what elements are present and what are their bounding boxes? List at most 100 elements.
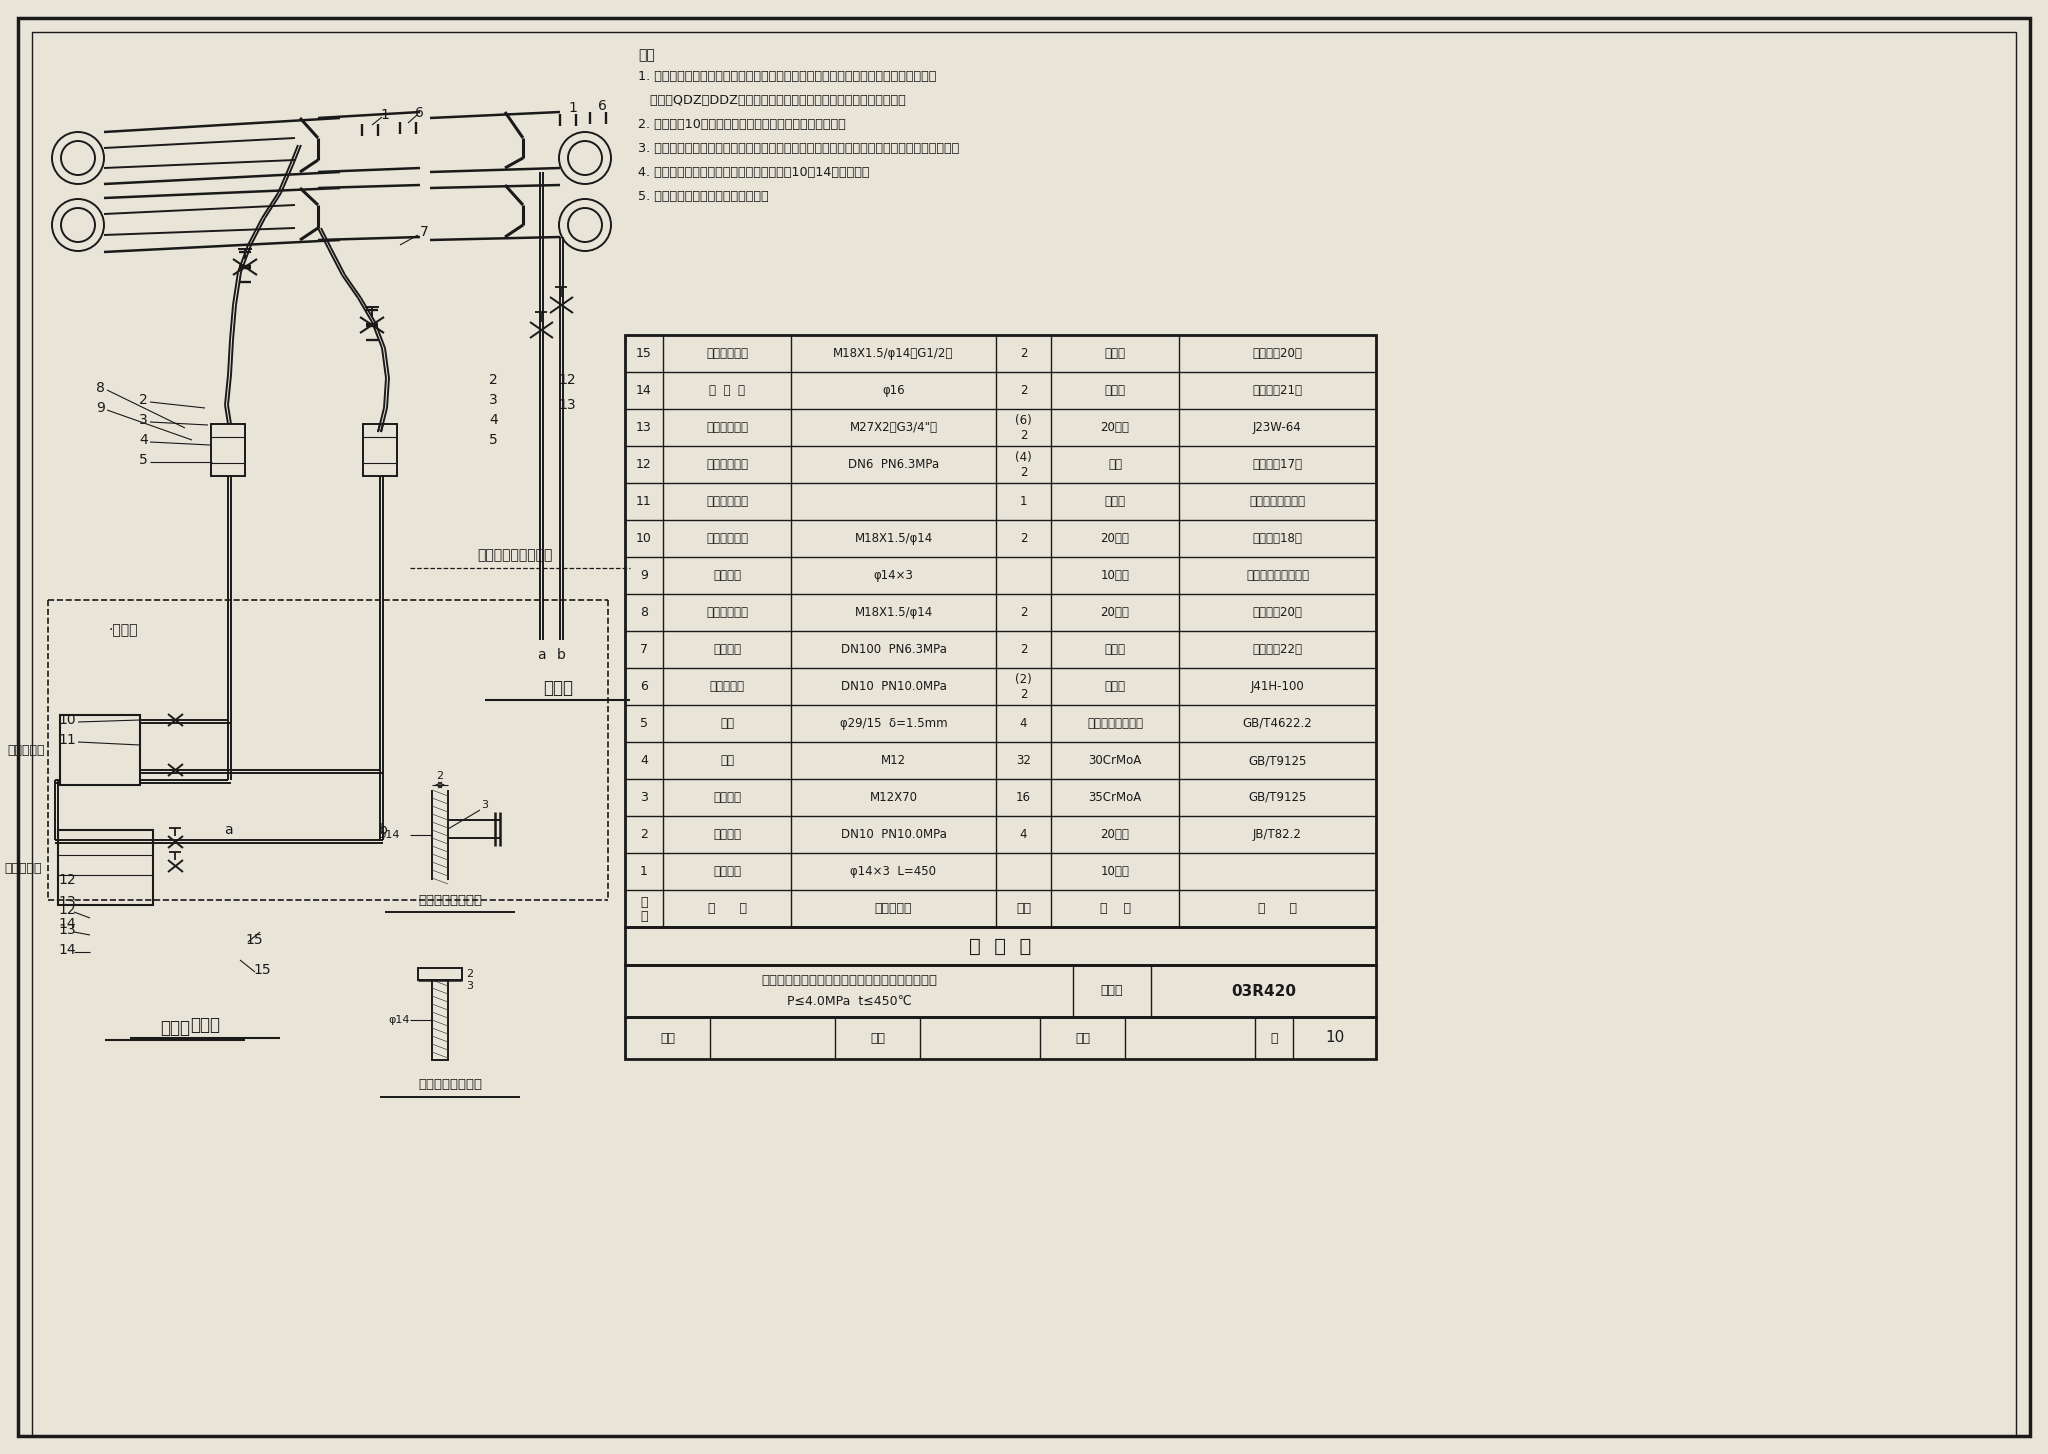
Text: 12: 12 — [57, 903, 76, 917]
Text: 6: 6 — [641, 680, 647, 694]
Text: 2: 2 — [139, 393, 147, 407]
Text: GB/T9125: GB/T9125 — [1249, 791, 1307, 804]
Text: 外螺纹截止阀: 外螺纹截止阀 — [707, 422, 748, 433]
Text: 15: 15 — [637, 348, 651, 361]
Text: 14: 14 — [57, 917, 76, 931]
Text: 与差压计配套供应: 与差压计配套供应 — [1249, 494, 1305, 507]
Bar — [625, 1016, 1376, 1059]
Bar — [211, 425, 246, 475]
Text: φ14×3  L=450: φ14×3 L=450 — [850, 865, 936, 878]
Text: 20号钢: 20号钢 — [1100, 827, 1128, 840]
Text: 32: 32 — [1016, 755, 1030, 768]
Text: 直通终端接头: 直通终端接头 — [707, 606, 748, 619]
Text: 数量: 数量 — [1016, 901, 1030, 915]
Text: 组合件: 组合件 — [1104, 494, 1126, 507]
Text: GB/T9125: GB/T9125 — [1249, 755, 1307, 768]
Text: φ16: φ16 — [883, 384, 905, 397]
Text: 下部安装与左图相同: 下部安装与左图相同 — [477, 548, 553, 563]
Text: 测量蒸汽流量管路安装图（差压计低于节流装置）: 测量蒸汽流量管路安装图（差压计低于节流装置） — [762, 974, 938, 987]
Text: 组合件: 组合件 — [1104, 680, 1126, 694]
Text: 制造图见17页: 制造图见17页 — [1253, 458, 1303, 471]
Text: 2: 2 — [1020, 532, 1028, 545]
Text: 11: 11 — [637, 494, 651, 507]
Text: 10号钢: 10号钢 — [1100, 569, 1128, 582]
Text: 材    料: 材 料 — [1100, 901, 1130, 915]
Text: M18X1.5/φ14: M18X1.5/φ14 — [854, 532, 932, 545]
Text: 冷凝容器: 冷凝容器 — [713, 643, 741, 656]
Text: 乙方案: 乙方案 — [543, 679, 573, 696]
Text: 管道角接接头大样: 管道角接接头大样 — [418, 894, 481, 906]
Text: 3: 3 — [641, 791, 647, 804]
Text: 差压变送器: 差压变送器 — [4, 862, 43, 874]
Text: 制造图见20页: 制造图见20页 — [1253, 348, 1303, 361]
Text: DN10  PN10.0MPa: DN10 PN10.0MPa — [840, 827, 946, 840]
Text: (4): (4) — [1016, 451, 1032, 464]
Text: 13: 13 — [57, 896, 76, 909]
Text: 2: 2 — [436, 771, 444, 781]
Text: JB/T82.2: JB/T82.2 — [1253, 827, 1303, 840]
Bar — [362, 425, 397, 475]
Text: J41H-100: J41H-100 — [1251, 680, 1305, 694]
Text: 长度根据实际现场定: 长度根据实际现场定 — [1245, 569, 1309, 582]
Text: 无缝钢管: 无缝钢管 — [713, 865, 741, 878]
Text: 11: 11 — [57, 733, 76, 747]
Text: 4. 当差压变送器不安装在保温箱内时，序号10、14可以取消。: 4. 当差压变送器不安装在保温箱内时，序号10、14可以取消。 — [639, 166, 870, 179]
Text: 规格、型号: 规格、型号 — [874, 901, 911, 915]
Text: 2: 2 — [1020, 348, 1028, 361]
Text: 号: 号 — [641, 910, 647, 923]
Text: 9: 9 — [641, 569, 647, 582]
Text: 垫片: 垫片 — [721, 717, 733, 730]
Text: 3: 3 — [139, 413, 147, 427]
Text: 8: 8 — [639, 606, 647, 619]
Text: 35CrMoA: 35CrMoA — [1087, 791, 1141, 804]
Text: 明  细  表: 明 细 表 — [969, 936, 1032, 955]
Text: 填  料  涵: 填 料 涵 — [709, 384, 745, 397]
Text: 10号钢: 10号钢 — [1100, 865, 1128, 878]
Text: 校对: 校对 — [870, 1031, 885, 1044]
Text: 10: 10 — [1325, 1031, 1343, 1045]
Text: 4: 4 — [489, 413, 498, 427]
Text: P≤4.0MPa  t≤450℃: P≤4.0MPa t≤450℃ — [786, 995, 911, 1008]
Text: 1. 甲方案装有冷凝分离容器，它适用于各种差压计测量蒸汽流量；乙方案采用冷凝管仅: 1. 甲方案装有冷凝分离容器，它适用于各种差压计测量蒸汽流量；乙方案采用冷凝管仅 — [639, 70, 936, 83]
Text: M12X70: M12X70 — [870, 791, 918, 804]
Bar — [418, 968, 463, 980]
Text: 10: 10 — [637, 532, 651, 545]
Text: φ14: φ14 — [379, 830, 399, 840]
Text: 12: 12 — [637, 458, 651, 471]
Text: 12: 12 — [557, 374, 575, 387]
Text: 组合件: 组合件 — [1104, 384, 1126, 397]
Text: ·保温箱: ·保温箱 — [109, 622, 137, 637]
Text: 螺母: 螺母 — [721, 755, 733, 768]
Text: 差压变送器: 差压变送器 — [8, 743, 45, 756]
Text: 适用于QDZ、DDZ型力平衡式中、高、大差压变送器测量蒸汽流量。: 适用于QDZ、DDZ型力平衡式中、高、大差压变送器测量蒸汽流量。 — [639, 95, 905, 108]
Text: 制造图见20页: 制造图见20页 — [1253, 606, 1303, 619]
Text: 制造图见18页: 制造图见18页 — [1253, 532, 1303, 545]
Text: M12: M12 — [881, 755, 905, 768]
Text: 1: 1 — [567, 100, 578, 115]
Text: M18X1.5/φ14: M18X1.5/φ14 — [854, 606, 932, 619]
Text: 直通穿板接头: 直通穿板接头 — [707, 532, 748, 545]
Text: 2. 图中序号10的连接形式亦可采用焊接连接或整段置前。: 2. 图中序号10的连接形式亦可采用焊接连接或整段置前。 — [639, 118, 846, 131]
Text: 7: 7 — [420, 225, 428, 238]
Text: 直通终端接头: 直通终端接头 — [707, 348, 748, 361]
Text: 20号钢: 20号钢 — [1100, 606, 1128, 619]
Text: 注：: 注： — [639, 48, 655, 63]
Text: 7: 7 — [639, 643, 647, 656]
Text: 12: 12 — [57, 872, 76, 887]
Text: 组合件: 组合件 — [1104, 643, 1126, 656]
Text: 5. 明细表括号内的数据用于乙方案。: 5. 明细表括号内的数据用于乙方案。 — [639, 190, 768, 204]
Text: 制造图见21页: 制造图见21页 — [1253, 384, 1303, 397]
Text: φ14: φ14 — [389, 1015, 410, 1025]
Text: (6): (6) — [1016, 413, 1032, 426]
Text: 对焊法兰: 对焊法兰 — [713, 827, 741, 840]
Bar — [625, 965, 1376, 1016]
Text: 双头螺栓: 双头螺栓 — [713, 791, 741, 804]
Text: 1: 1 — [1020, 494, 1028, 507]
Text: 15: 15 — [246, 933, 262, 947]
Text: 8: 8 — [96, 381, 104, 395]
Text: M18X1.5/φ14（G1/2）: M18X1.5/φ14（G1/2） — [834, 348, 954, 361]
Text: 柔性石墨金属缠绕: 柔性石墨金属缠绕 — [1087, 717, 1143, 730]
Text: b: b — [379, 823, 387, 838]
Text: 2: 2 — [1020, 467, 1028, 480]
Bar — [625, 334, 1376, 928]
